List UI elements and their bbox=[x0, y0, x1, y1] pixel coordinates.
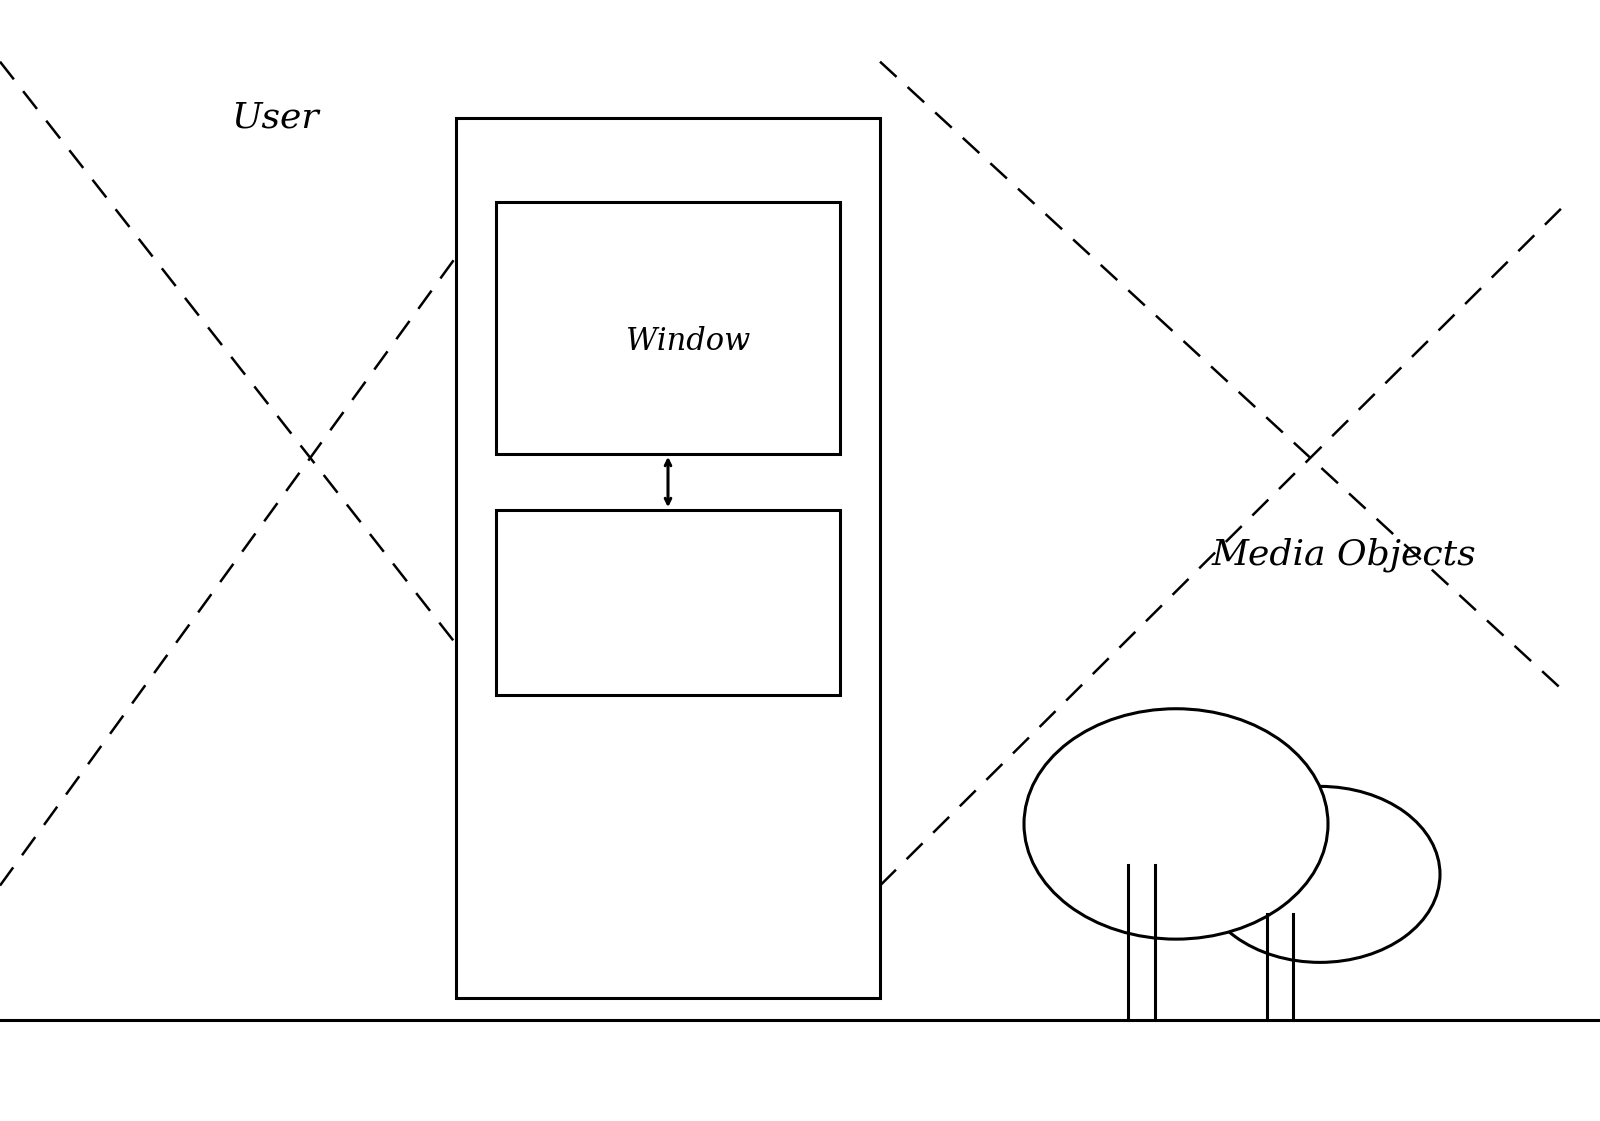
Text: User: User bbox=[232, 101, 320, 135]
Bar bbox=[496, 202, 840, 454]
Bar bbox=[456, 118, 880, 998]
Text: Media Objects: Media Objects bbox=[1211, 538, 1477, 572]
Bar bbox=[496, 510, 840, 695]
Text: Window: Window bbox=[626, 326, 750, 358]
Ellipse shape bbox=[1200, 786, 1440, 963]
Ellipse shape bbox=[1024, 708, 1328, 939]
